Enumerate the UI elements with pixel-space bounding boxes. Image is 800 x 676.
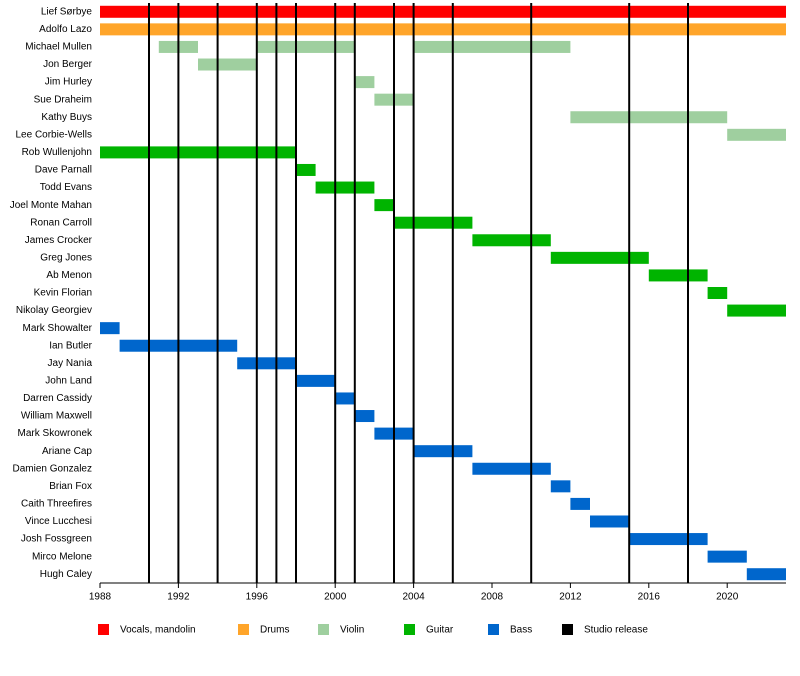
tenure-bar (374, 199, 394, 212)
tenure-bar (256, 40, 355, 53)
member-label: Rob Wullenjohn (22, 147, 92, 158)
member-label: Lief Sørbye (41, 6, 93, 17)
legend-swatch (404, 624, 415, 635)
tenure-bar (707, 287, 728, 299)
member-label: Kathy Buys (41, 112, 92, 123)
member-label: Sue Draheim (34, 94, 92, 105)
legend-label: Violin (340, 625, 364, 636)
x-tick-label: 1996 (246, 592, 269, 603)
member-label: Greg Jones (40, 252, 92, 263)
tenure-bar (472, 462, 551, 475)
tenure-bar (727, 304, 786, 317)
legend-label: Bass (510, 625, 532, 636)
tenure-bar (727, 128, 786, 141)
member-label: William Maxwell (21, 411, 92, 422)
member-label: Michael Mullen (25, 42, 92, 53)
tenure-bar (629, 533, 708, 546)
tenure-bar (570, 497, 590, 510)
tenure-bar (354, 410, 375, 423)
member-label: Kevin Florian (34, 288, 92, 299)
tenure-bar (648, 269, 708, 282)
legend-swatch (562, 624, 573, 635)
x-tick-label: 2008 (481, 592, 504, 603)
tenure-bar (335, 392, 355, 405)
x-tick-label: 2000 (324, 592, 347, 603)
member-label: Ariane Cap (42, 446, 92, 457)
member-label: Darren Cassidy (23, 393, 92, 404)
tenure-bar (354, 76, 375, 89)
tenure-bar (570, 111, 728, 124)
tenure-bar (100, 322, 120, 335)
member-label: Ronan Carroll (30, 217, 92, 228)
legend-swatch (318, 624, 329, 635)
tenure-bar (315, 181, 375, 194)
member-label: Ab Menon (46, 270, 92, 281)
x-tick-label: 2012 (559, 592, 582, 603)
tenure-bar (100, 146, 296, 159)
member-label: Josh Fossgreen (21, 534, 92, 545)
member-label: John Land (45, 376, 92, 387)
member-label: Mirco Melone (32, 551, 92, 562)
tenure-bar (590, 515, 630, 528)
x-tick-label: 2004 (402, 592, 425, 603)
legend-label: Vocals, mandolin (120, 625, 196, 636)
member-label: James Crocker (25, 235, 93, 246)
tenure-bar (550, 251, 649, 264)
legend-swatch (488, 624, 499, 635)
tenure-bar (746, 568, 786, 581)
legend-label: Guitar (426, 625, 454, 636)
tenure-bar (198, 58, 257, 71)
tenure-bar (472, 234, 551, 247)
tenure-bar (100, 23, 786, 36)
tenure-bar (296, 163, 316, 176)
member-label: Lee Corbie-Wells (15, 129, 92, 140)
member-label: Caith Threefires (21, 499, 92, 510)
tenure-bar (413, 445, 473, 458)
tenure-bar (394, 216, 473, 229)
legend-swatch (238, 624, 249, 635)
member-label: Joel Monte Mahan (10, 200, 92, 211)
member-label: Hugh Caley (40, 569, 92, 580)
x-tick-label: 1992 (167, 592, 190, 603)
legend-swatch (98, 624, 109, 635)
legend-label: Studio release (584, 625, 648, 636)
member-label: Vince Lucchesi (25, 516, 92, 527)
tenure-bar (296, 374, 336, 387)
member-label: Nikolay Georgiev (16, 305, 92, 316)
tenure-bar (707, 550, 747, 563)
member-label: Jim Hurley (45, 77, 92, 88)
tenure-bar (237, 357, 296, 370)
member-label: Brian Fox (49, 481, 92, 492)
member-label: Ian Butler (49, 340, 92, 351)
x-tick-label: 2016 (638, 592, 661, 603)
member-label: Jay Nania (48, 358, 93, 369)
member-label: Mark Skowronek (18, 428, 93, 439)
member-label: Adolfo Lazo (39, 24, 92, 35)
tenure-bar (550, 480, 571, 493)
legend-label: Drums (260, 625, 289, 636)
member-label: Mark Showalter (23, 323, 93, 334)
member-label: Jon Berger (43, 59, 93, 70)
tenure-bar (413, 40, 571, 53)
x-tick-label: 1988 (89, 592, 112, 603)
member-label: Damien Gonzalez (13, 463, 92, 474)
member-label: Todd Evans (40, 182, 92, 193)
x-tick-label: 2020 (716, 592, 739, 603)
tenure-bar (100, 5, 786, 18)
member-label: Dave Parnall (35, 165, 92, 176)
